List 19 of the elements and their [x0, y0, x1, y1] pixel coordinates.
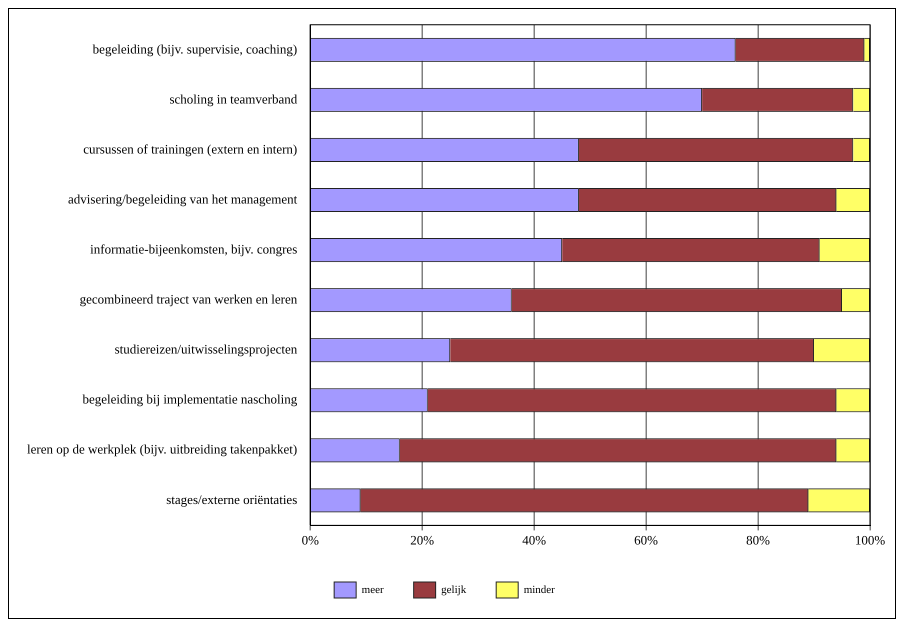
- y-tick-label: leren op de werkplek (bijv. uitbreiding takenpakket): [26, 442, 298, 457]
- x-tick-label: 60%: [634, 532, 658, 548]
- y-tick-label: cursussen of trainingen (extern en intern): [83, 141, 298, 156]
- y-tick-label: stages/externe oriëntaties: [166, 492, 298, 507]
- legend-label: gelijk: [441, 584, 467, 596]
- y-tick-label: advisering/begeleiding van het management: [68, 191, 298, 206]
- y-tick-label: scholing in teamverband: [169, 91, 298, 106]
- y-tick-label: begeleiding (bijv. supervisie, coaching): [92, 41, 298, 56]
- x-tick-label: 100%: [854, 532, 886, 548]
- y-tick-label: studiereizen/uitwisselingsprojecten: [114, 342, 298, 357]
- y-tick-label: informatie-bijeenkomsten, bijv. congres: [90, 241, 298, 256]
- y-tick-label: begeleiding bij implementatie nascholing: [82, 392, 298, 407]
- x-tick-label: 80%: [746, 532, 770, 548]
- x-tick-label: 0%: [302, 532, 320, 548]
- legend-label: meer: [362, 584, 384, 596]
- x-tick-label: 20%: [410, 532, 434, 548]
- y-tick-label: gecombineerd traject van werken en leren: [80, 292, 298, 307]
- x-tick-label: 40%: [522, 532, 546, 548]
- legend-label: minder: [524, 584, 556, 596]
